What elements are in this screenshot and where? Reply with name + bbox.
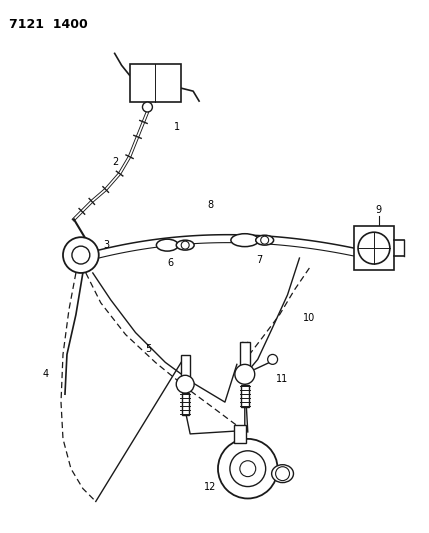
Text: 1: 1 xyxy=(174,122,180,132)
Circle shape xyxy=(240,461,256,477)
Text: 6: 6 xyxy=(167,258,173,268)
Text: 10: 10 xyxy=(303,313,315,322)
Circle shape xyxy=(261,236,269,244)
Bar xyxy=(234,425,246,443)
Circle shape xyxy=(176,375,194,393)
Text: 9: 9 xyxy=(376,205,382,215)
Ellipse shape xyxy=(176,240,194,250)
Bar xyxy=(241,385,249,407)
Ellipse shape xyxy=(231,233,259,247)
Text: 8: 8 xyxy=(207,200,213,211)
Circle shape xyxy=(72,246,90,264)
Ellipse shape xyxy=(157,239,178,251)
Text: 5: 5 xyxy=(145,344,151,354)
Circle shape xyxy=(218,439,278,498)
Circle shape xyxy=(142,102,152,112)
Text: 7121  1400: 7121 1400 xyxy=(9,18,88,30)
Bar xyxy=(182,393,189,415)
Circle shape xyxy=(63,237,99,273)
Circle shape xyxy=(230,451,266,487)
Bar xyxy=(240,342,250,367)
Text: 4: 4 xyxy=(43,369,49,379)
Ellipse shape xyxy=(256,235,274,245)
Text: 11: 11 xyxy=(276,374,289,384)
Circle shape xyxy=(235,365,255,384)
Bar xyxy=(130,64,181,102)
Ellipse shape xyxy=(272,465,293,482)
Circle shape xyxy=(268,354,278,365)
Circle shape xyxy=(275,467,290,481)
Circle shape xyxy=(181,241,189,249)
Bar xyxy=(181,356,190,377)
Circle shape xyxy=(358,232,390,264)
Text: 7: 7 xyxy=(257,255,263,265)
Text: 12: 12 xyxy=(204,482,216,491)
Text: 3: 3 xyxy=(104,240,110,250)
Text: 2: 2 xyxy=(112,157,119,167)
Bar xyxy=(354,227,394,270)
